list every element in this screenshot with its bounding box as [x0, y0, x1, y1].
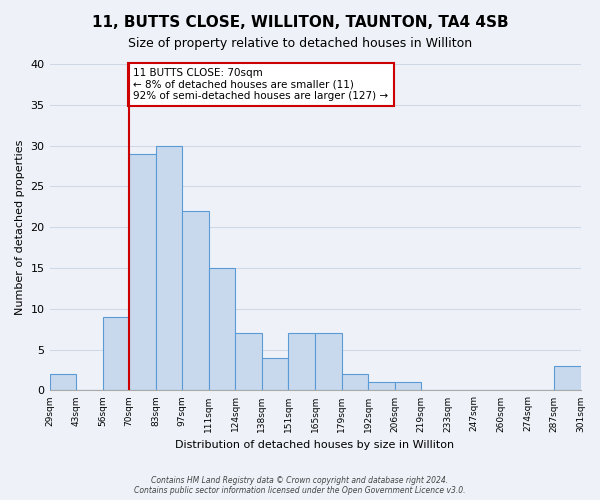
Bar — [262, 358, 289, 390]
Bar — [182, 211, 209, 390]
Bar — [395, 382, 421, 390]
Text: 11 BUTTS CLOSE: 70sqm
← 8% of detached houses are smaller (11)
92% of semi-detac: 11 BUTTS CLOSE: 70sqm ← 8% of detached h… — [133, 68, 388, 102]
Bar — [554, 366, 581, 390]
Text: Size of property relative to detached houses in Williton: Size of property relative to detached ho… — [128, 38, 472, 51]
Y-axis label: Number of detached properties: Number of detached properties — [15, 140, 25, 315]
Bar — [235, 334, 262, 390]
Bar — [50, 374, 76, 390]
Bar — [315, 334, 341, 390]
Bar — [103, 317, 129, 390]
Bar — [129, 154, 156, 390]
Text: 11, BUTTS CLOSE, WILLITON, TAUNTON, TA4 4SB: 11, BUTTS CLOSE, WILLITON, TAUNTON, TA4 … — [92, 15, 508, 30]
X-axis label: Distribution of detached houses by size in Williton: Distribution of detached houses by size … — [175, 440, 455, 450]
Text: Contains HM Land Registry data © Crown copyright and database right 2024.
Contai: Contains HM Land Registry data © Crown c… — [134, 476, 466, 495]
Bar — [289, 334, 315, 390]
Bar — [341, 374, 368, 390]
Bar — [209, 268, 235, 390]
Bar — [368, 382, 395, 390]
Bar — [156, 146, 182, 390]
